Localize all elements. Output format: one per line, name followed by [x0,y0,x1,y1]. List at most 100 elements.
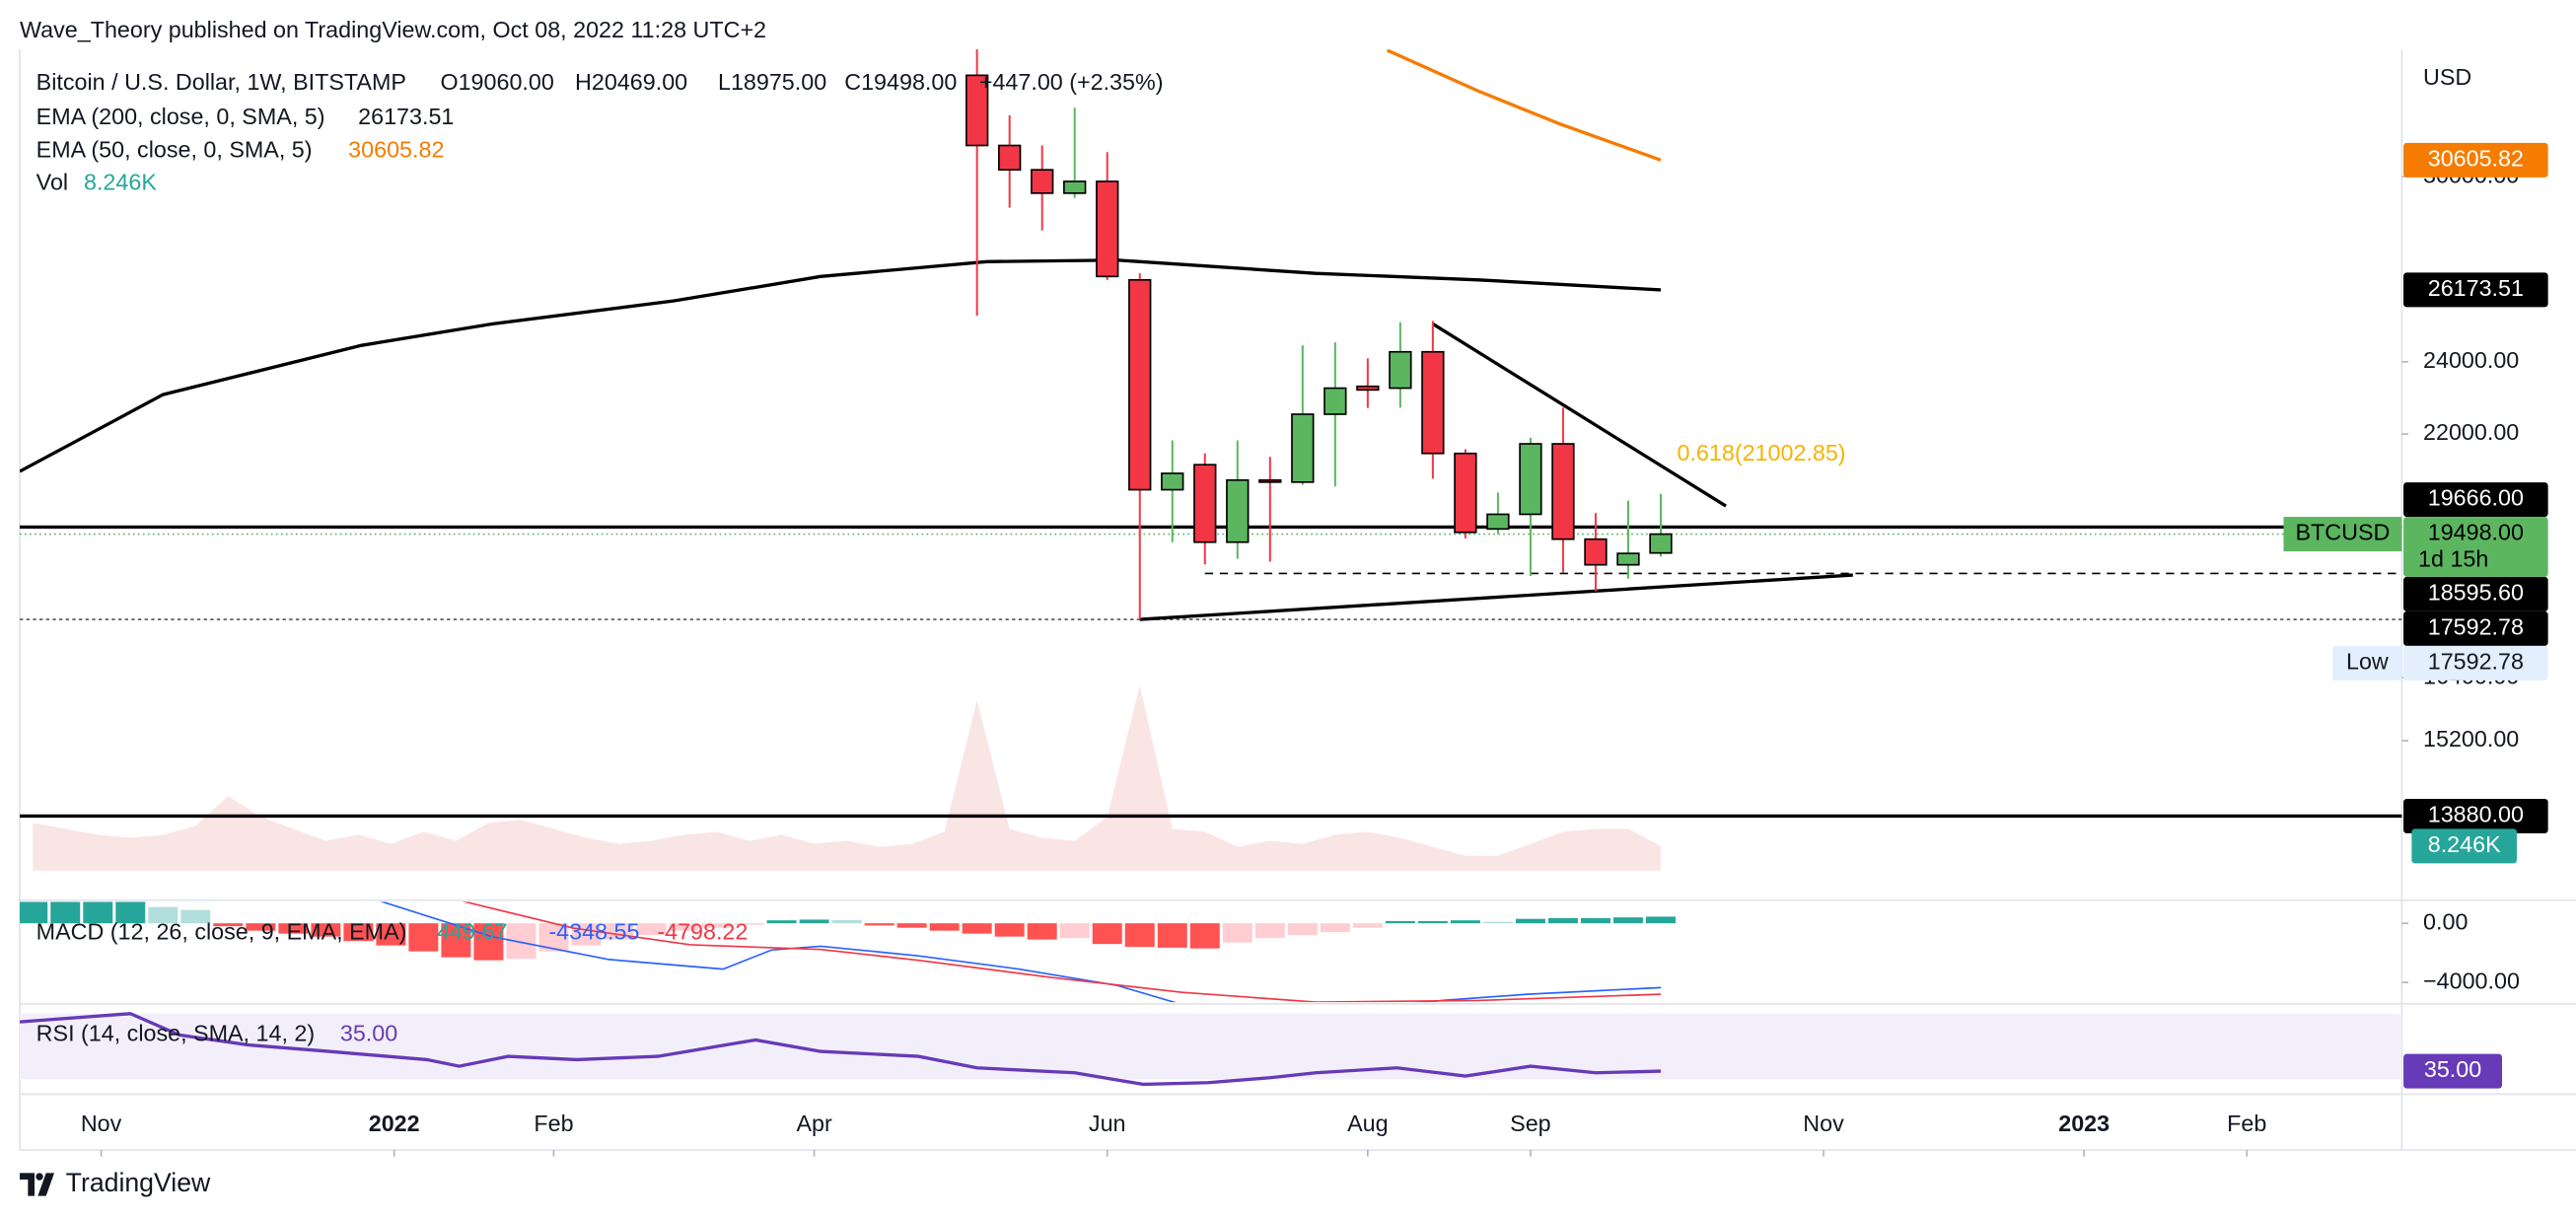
currency-label: USD [2423,64,2471,90]
rsi-value: 35.00 [340,1021,397,1046]
x-tick-label: Nov [1803,1111,1844,1136]
rsi-badge-bg [2403,1053,2503,1089]
macd-histogram-bar [636,923,667,936]
candle-body [1519,443,1542,516]
publisher: Wave_Theory published on TradingView.com… [20,17,766,42]
current-price-badge-bg [2403,517,2548,577]
candle-body [1226,478,1250,543]
candle-body [998,144,1022,172]
low-tag: Low [2346,648,2389,674]
level-badge: 13880.00 [2428,802,2524,827]
candle-body [1584,538,1608,566]
macd-histogram-bar [148,906,179,924]
candle-body [1258,478,1282,483]
ema50-value: 30605.82 [348,136,444,162]
macd-y-tick-label: 0.00 [2423,908,2468,934]
footer-brand: TradingView [66,1168,211,1197]
ema200-legend: EMA (200, close, 0, SMA, 5) [36,104,325,129]
logo-mark [20,1173,55,1196]
ema-badge-bg [2403,272,2548,308]
macd-histogram-bar [1189,923,1220,949]
candle-body [1324,387,1347,415]
macd-histogram-bar [1092,923,1122,945]
macd-histogram-bar [1222,923,1252,943]
current-price-badge: 19498.00 [2428,520,2524,545]
level-badge: 17592.78 [2428,614,2524,640]
y-tick-label: 22000.00 [2423,419,2519,445]
macd-histogram-bar [799,919,829,924]
candle-body [1291,413,1315,483]
x-tick-label: 2023 [2058,1111,2110,1136]
macd-histogram-value: 449.67 [437,918,507,944]
level-badge-bg [2403,576,2548,611]
level-badge-bg [2403,482,2548,518]
ohlc-low: L18975.00 [718,69,826,95]
macd-histogram-bar [1450,920,1480,924]
macd-histogram-bar [962,923,992,934]
ohlc-close: C19498.00 [844,69,957,95]
x-tick-label: 2022 [369,1111,420,1136]
rsi-legend: RSI (14, close, SMA, 14, 2) [36,1021,315,1046]
candle-body [966,74,989,147]
x-tick-label: Jun [1089,1111,1126,1136]
macd-histogram-bar [1287,923,1318,936]
ema200-value: 26173.51 [358,104,454,129]
ema50-legend: EMA (50, close, 0, SMA, 5) [36,136,313,162]
macd-histogram-bar [20,901,48,924]
candle-body [1193,464,1217,543]
macd-histogram-bar [246,923,276,931]
chart-title: Bitcoin / U.S. Dollar, 1W, BITSTAMP [36,69,406,95]
trendline [1139,573,1853,621]
volume-legend: Vol [36,170,68,195]
macd-histogram-bar [1027,923,1057,940]
volume-badge-bg [2411,828,2517,864]
level-badge-bg [2403,798,2548,833]
macd-histogram-bar [1352,923,1383,928]
y-tick-label: 24000.00 [2423,347,2519,373]
rsi-badge: 35.00 [2424,1056,2481,1082]
candle-body [1421,350,1445,455]
ohlc-open: O19060.00 [440,69,553,95]
candle-body [1031,169,1054,194]
macd-signal-value: -4798.22 [657,918,748,944]
candle-body [1128,278,1152,491]
macd-histogram-bar [1059,923,1090,939]
ohlc-change: +447.00 (+2.35%) [979,69,1164,95]
macd-histogram-bar [115,901,146,924]
macd-histogram-bar [1385,920,1415,924]
candle-body [1649,533,1673,554]
macd-histogram-bar [1320,923,1350,933]
macd-histogram-bar [929,923,960,931]
macd-histogram-bar [83,901,113,924]
ema-badge: 30605.82 [2428,145,2524,171]
x-tick-label: Apr [796,1111,832,1136]
macd-histogram-bar [408,923,439,952]
level-badge-bg [2403,610,2548,646]
candle-body [1356,385,1380,392]
ema-badge: 26173.51 [2428,275,2524,301]
macd-histogram-bar [701,923,732,928]
y-tick-label: 15200.00 [2423,726,2519,752]
tradingview-logo [20,1173,55,1196]
ohlc-high: H20469.00 [575,69,687,95]
macd-line-value: -4348.55 [548,918,639,944]
macd-histogram-bar [1547,917,1578,924]
macd-histogram-bar [1254,923,1285,939]
candle-body [1551,443,1575,540]
symbol-tag: BTCUSD [2295,520,2390,545]
trendline [1431,323,1727,508]
candle-body [1063,180,1087,194]
candle-body [1389,350,1412,390]
volume-badge: 8.246K [2428,831,2501,857]
macd-histogram-bar [1482,921,1513,924]
macd-histogram-bar [896,923,927,928]
macd-histogram-bar [180,909,211,924]
plot-layer: Nov2022FebAprJunAugSepNov2023Feb30000.00… [20,48,2548,1157]
macd-histogram-bar [831,919,862,924]
macd-histogram-bar [1124,923,1155,948]
legend-layer: Wave_Theory published on TradingView.com… [20,17,2471,1197]
macd-histogram-bar [343,923,374,942]
macd-histogram-bar [376,923,406,946]
symbol-tag-bg [2283,517,2402,552]
